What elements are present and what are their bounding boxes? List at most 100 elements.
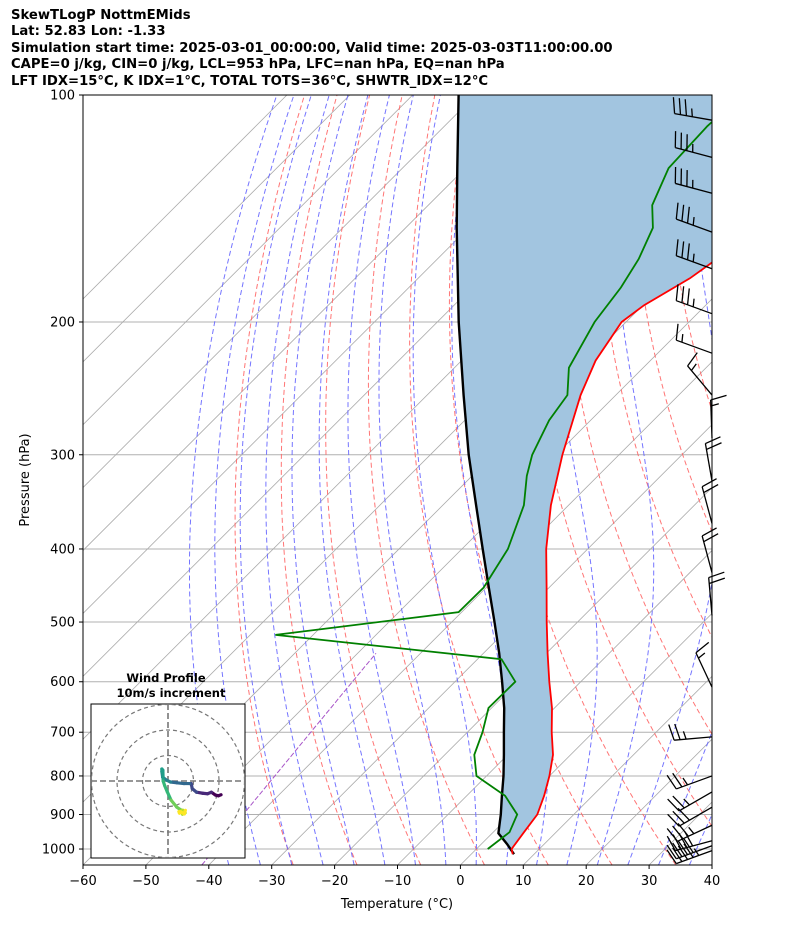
moist-adiabat-line: [214, 95, 295, 865]
dewpoint-line: [275, 120, 712, 850]
temperature-line: [510, 261, 712, 855]
moist-adiabat-line: [347, 95, 416, 865]
moist-adiabat-line: [627, 95, 712, 865]
barb-full-tick: [675, 202, 679, 220]
barb-full-tick: [666, 849, 677, 865]
wind-barb: [666, 823, 713, 842]
barb-shaft: [674, 112, 713, 121]
barb-full-tick: [672, 825, 684, 840]
barb-full-tick: [703, 533, 719, 543]
barb-full-tick: [686, 288, 690, 305]
wind-barb: [666, 772, 713, 790]
hodograph-subtitle: 10m/s increment: [117, 686, 226, 700]
barb-full-tick: [675, 284, 679, 301]
barb-full-tick: [674, 723, 681, 740]
stability-line: CAPE=0 j/kg, CIN=0 j/kg, LCL=953 hPa, LF…: [11, 57, 505, 73]
isotherm-line: [208, 361, 712, 865]
wind-barb: [666, 838, 713, 860]
barb-full-tick: [675, 239, 679, 256]
x-tick-label: −10: [384, 874, 411, 889]
barb-full-tick: [668, 724, 675, 741]
isotherm-line: [83, 95, 539, 552]
parcel-profile-line: [455, 95, 515, 855]
barb-shaft: [687, 365, 713, 396]
dry-adiabat-line: [234, 95, 305, 865]
isotherm-line: [83, 95, 476, 489]
dry-adiabat-line: [367, 95, 485, 865]
barb-shaft: [695, 652, 713, 688]
wind-barb: [675, 202, 713, 233]
barb-full-tick: [706, 442, 722, 451]
dry-adiabat-line: [595, 95, 712, 639]
wind-barb: [667, 791, 713, 812]
barb-half-tick: [682, 731, 687, 740]
barb-full-tick: [666, 835, 676, 851]
figure-title: SkewTLogP NottmEMids: [11, 8, 191, 23]
barb-half-tick: [682, 777, 689, 786]
barb-shaft: [676, 339, 713, 354]
barb-full-tick: [681, 286, 685, 303]
moist-adiabat-line: [412, 95, 477, 865]
barb-full-tick: [708, 571, 725, 579]
x-tick-label: −50: [132, 874, 159, 889]
wind-barb: [668, 723, 713, 741]
cape-cin-shading: [456, 95, 712, 855]
barb-shaft: [704, 443, 713, 482]
y-tick-label: 400: [50, 542, 75, 557]
isotherm-line: [711, 864, 712, 865]
barb-half-tick: [681, 333, 684, 343]
y-tick-label: 200: [50, 315, 75, 330]
wind-barb: [710, 394, 727, 438]
barb-full-tick: [705, 436, 721, 445]
moist-adiabat-line: [239, 95, 312, 865]
barb-full-tick: [687, 352, 698, 367]
wind-barb: [701, 478, 719, 524]
x-tick-label: −40: [195, 874, 222, 889]
barb-shaft: [678, 791, 713, 812]
x-tick-label: 20: [578, 874, 595, 889]
y-tick-label: 300: [50, 448, 75, 463]
cin-shading-area: [456, 95, 712, 855]
isotherm-line: [334, 487, 712, 865]
isotherm-line: [460, 612, 712, 865]
barb-shaft: [676, 845, 713, 860]
barb-half-tick: [698, 652, 706, 659]
wind-barb: [704, 436, 722, 482]
barb-full-tick: [667, 798, 680, 812]
hodograph-title: Wind Profile: [126, 671, 206, 685]
hodograph-segment: [182, 808, 187, 816]
wind-barb: [672, 97, 713, 121]
barb-half-tick: [692, 217, 695, 226]
barb-shaft: [677, 824, 713, 842]
barb-shaft: [708, 577, 713, 616]
y-axis-label: Pressure (hPa): [18, 433, 33, 526]
barb-shaft: [678, 806, 713, 827]
dry-adiabat-line: [325, 95, 422, 865]
wind-barb: [701, 527, 719, 573]
wind-barbs: [666, 97, 727, 865]
y-tick-label: 600: [50, 675, 75, 690]
wind-barb: [675, 284, 713, 315]
moist-adiabat-line: [720, 95, 794, 865]
barb-full-tick: [672, 772, 683, 788]
x-tick-label: 10: [515, 874, 532, 889]
barb-half-tick: [692, 253, 695, 262]
barb-full-tick: [666, 828, 679, 842]
y-tick-label: 900: [50, 808, 75, 823]
barb-half-tick: [683, 798, 690, 806]
wind-barb: [687, 352, 713, 396]
x-axis-label: Temperature (°C): [340, 897, 453, 912]
barb-full-tick: [677, 840, 689, 855]
x-tick-label: 0: [456, 874, 464, 889]
moist-adiabat-line: [378, 95, 447, 865]
barb-full-tick: [695, 641, 710, 654]
hodograph-trace: [160, 767, 223, 816]
time-line: Simulation start time: 2025-03-01_00:00:…: [11, 40, 613, 56]
barb-full-tick: [675, 323, 679, 341]
dry-adiabat-line: [761, 95, 794, 865]
moist-adiabat-line: [291, 95, 355, 865]
barb-full-tick: [666, 844, 677, 860]
wind-barb: [695, 641, 713, 688]
y-tick-label: 700: [50, 726, 75, 741]
barb-shaft: [701, 535, 713, 573]
